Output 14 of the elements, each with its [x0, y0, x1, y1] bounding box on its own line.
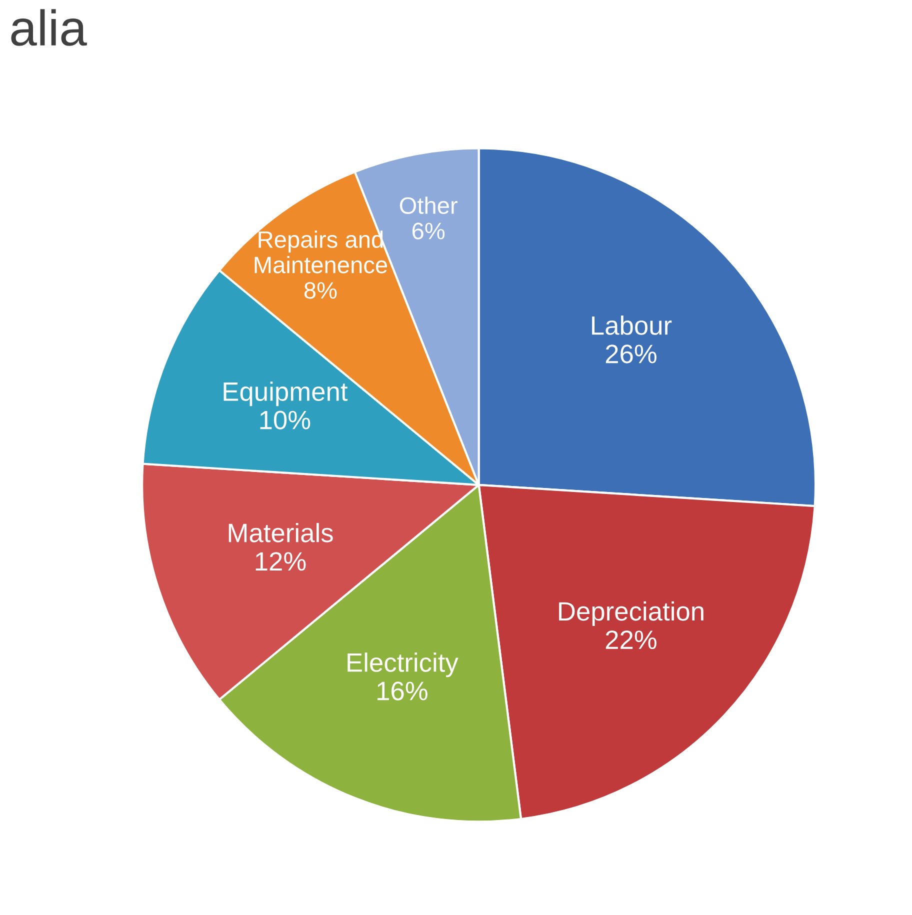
data-label: 16%	[378, 682, 428, 700]
slice-label: Materials	[228, 522, 333, 542]
data-label: 22%	[606, 630, 656, 650]
slice-label: Electricity	[348, 652, 458, 678]
slice-label: Other	[400, 196, 458, 214]
slice-label: Depreciation	[559, 601, 704, 626]
data-label: 26%	[606, 344, 656, 364]
data-label: 10%	[260, 410, 310, 430]
chart-title: alia	[11, 9, 87, 46]
data-label: 8%	[304, 282, 337, 299]
data-label: 6%	[412, 222, 445, 240]
slice-label: Equipment	[224, 382, 348, 406]
data-label: 12%	[256, 552, 306, 571]
slice-label: Labour	[592, 316, 672, 335]
